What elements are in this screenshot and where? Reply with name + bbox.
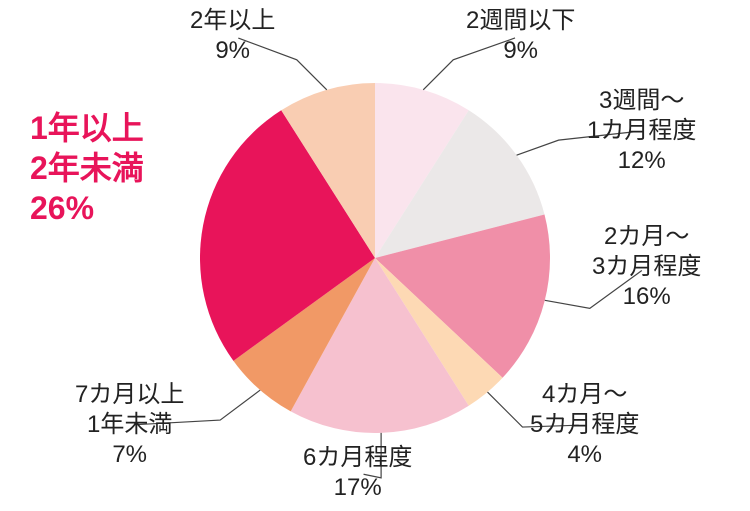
slice-label-pct: 7% — [75, 440, 184, 470]
slice-label-text: 1年以上 — [30, 108, 144, 148]
slice-label-pct: 17% — [303, 473, 412, 503]
slice-label-pct: 4% — [530, 440, 639, 470]
slice-label-text: 7カ月以上 — [75, 380, 184, 410]
slice-label-text: 4カ月〜 — [530, 380, 639, 410]
slice-label: 7カ月以上1年未満7% — [75, 380, 184, 470]
slice-label-text: 2年未満 — [30, 148, 144, 188]
slice-label-pct: 12% — [587, 146, 696, 176]
slice-label: 6カ月程度17% — [303, 443, 412, 503]
slice-label-text: 2週間以下 — [466, 6, 575, 36]
slice-label: 4カ月〜5カ月程度4% — [530, 380, 639, 470]
slice-label-text: 3週間〜 — [587, 86, 696, 116]
slice-label-text: 2年以上 — [190, 6, 275, 36]
slice-label-pct: 26% — [30, 188, 144, 228]
slice-label: 2週間以下9% — [466, 6, 575, 66]
slice-label-text: 1カ月程度 — [587, 116, 696, 146]
slice-label-text: 5カ月程度 — [530, 410, 639, 440]
slice-label: 2カ月〜3カ月程度16% — [592, 222, 701, 312]
slice-label-text: 1年未満 — [75, 410, 184, 440]
slice-label: 3週間〜1カ月程度12% — [587, 86, 696, 176]
pie-chart-container: 2週間以下9%3週間〜1カ月程度12%2カ月〜3カ月程度16%4カ月〜5カ月程度… — [0, 0, 750, 511]
slice-label-text: 3カ月程度 — [592, 252, 701, 282]
slice-label-pct: 9% — [190, 36, 275, 66]
slice-label-pct: 16% — [592, 282, 701, 312]
slice-label: 2年以上9% — [190, 6, 275, 66]
slice-label-text: 2カ月〜 — [592, 222, 701, 252]
slice-label-pct: 9% — [466, 36, 575, 66]
slice-label-highlight: 1年以上2年未満26% — [30, 108, 144, 228]
slice-label-text: 6カ月程度 — [303, 443, 412, 473]
